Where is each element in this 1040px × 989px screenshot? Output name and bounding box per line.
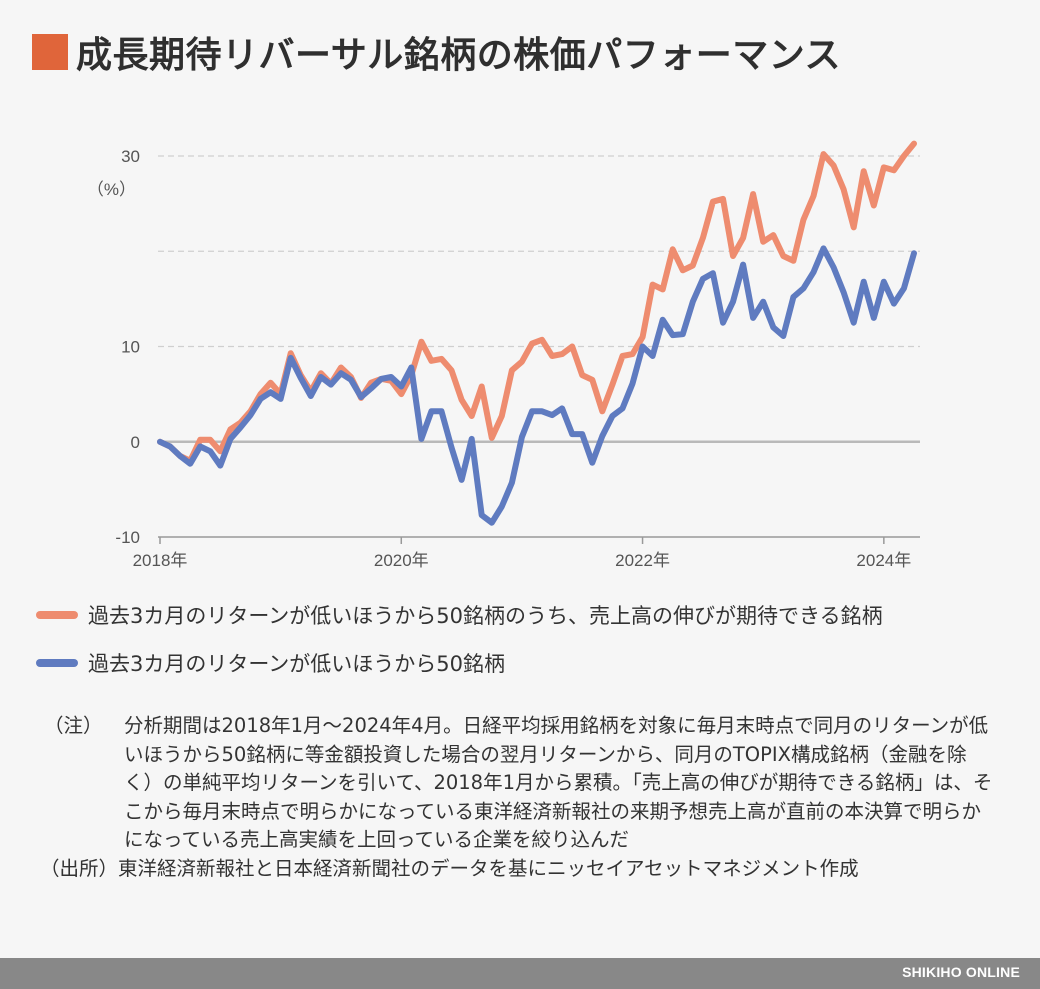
legend-swatch-orange (36, 611, 78, 619)
legend-item-blue: 過去3カ月のリターンが低いほうから50銘柄 (36, 648, 505, 678)
axes: 30 10 0 -10 （%） 2018年 2020年 2022年 2024年 (87, 147, 920, 570)
source-row: （出所） 東洋経済新報社と日本経済新聞社のデータを基にニッセイアセットマネジメン… (40, 855, 994, 884)
y-tick-label: 10 (121, 338, 140, 357)
title-accent-square (32, 34, 68, 70)
footer-bar: SHIKIHO ONLINE (0, 958, 1040, 989)
y-tick-label: 0 (131, 433, 140, 452)
footer-brand: SHIKIHO ONLINE (902, 964, 1020, 980)
y-tick-label: -10 (115, 528, 140, 547)
x-tick-label: 2018年 (133, 551, 188, 570)
legend-item-orange: 過去3カ月のリターンが低いほうから50銘柄のうち、売上高の伸びが期待できる銘柄 (36, 600, 883, 630)
source-label: （出所） (40, 856, 119, 880)
legend-label-orange: 過去3カ月のリターンが低いほうから50銘柄のうち、売上高の伸びが期待できる銘柄 (88, 604, 883, 628)
series-lines (157, 140, 917, 526)
x-tick-label: 2024年 (856, 551, 911, 570)
x-tick-label: 2020年 (374, 551, 429, 570)
y-unit-label: （%） (87, 180, 136, 199)
chart-title: 成長期待リバーサル銘柄の株価パフォーマンス (76, 35, 842, 76)
legend-swatch-blue (36, 659, 78, 667)
notes-block: （注） 分析期間は2018年1月～2024年4月。日経平均採用銘柄を対象に毎月末… (40, 712, 994, 883)
series-line-blue (157, 245, 917, 526)
line-chart: 30 10 0 -10 （%） 2018年 2020年 2022年 2024年 (87, 140, 920, 570)
gridlines (158, 155, 920, 348)
x-tick-label: 2022年 (615, 551, 670, 570)
source-text: 東洋経済新報社と日本経済新聞社のデータを基にニッセイアセットマネジメント作成 (118, 856, 859, 880)
y-tick-label: 30 (121, 147, 140, 166)
note-label: （注） (44, 714, 103, 737)
legend-label-blue: 過去3カ月のリターンが低いほうから50銘柄 (88, 652, 506, 676)
note-text: 分析期間は2018年1月～2024年4月。日経平均採用銘柄を対象に毎月末時点で同… (124, 714, 993, 851)
note-row: （注） 分析期間は2018年1月～2024年4月。日経平均採用銘柄を対象に毎月末… (44, 712, 994, 855)
title-block: 成長期待リバーサル銘柄の株価パフォーマンス (32, 26, 841, 78)
